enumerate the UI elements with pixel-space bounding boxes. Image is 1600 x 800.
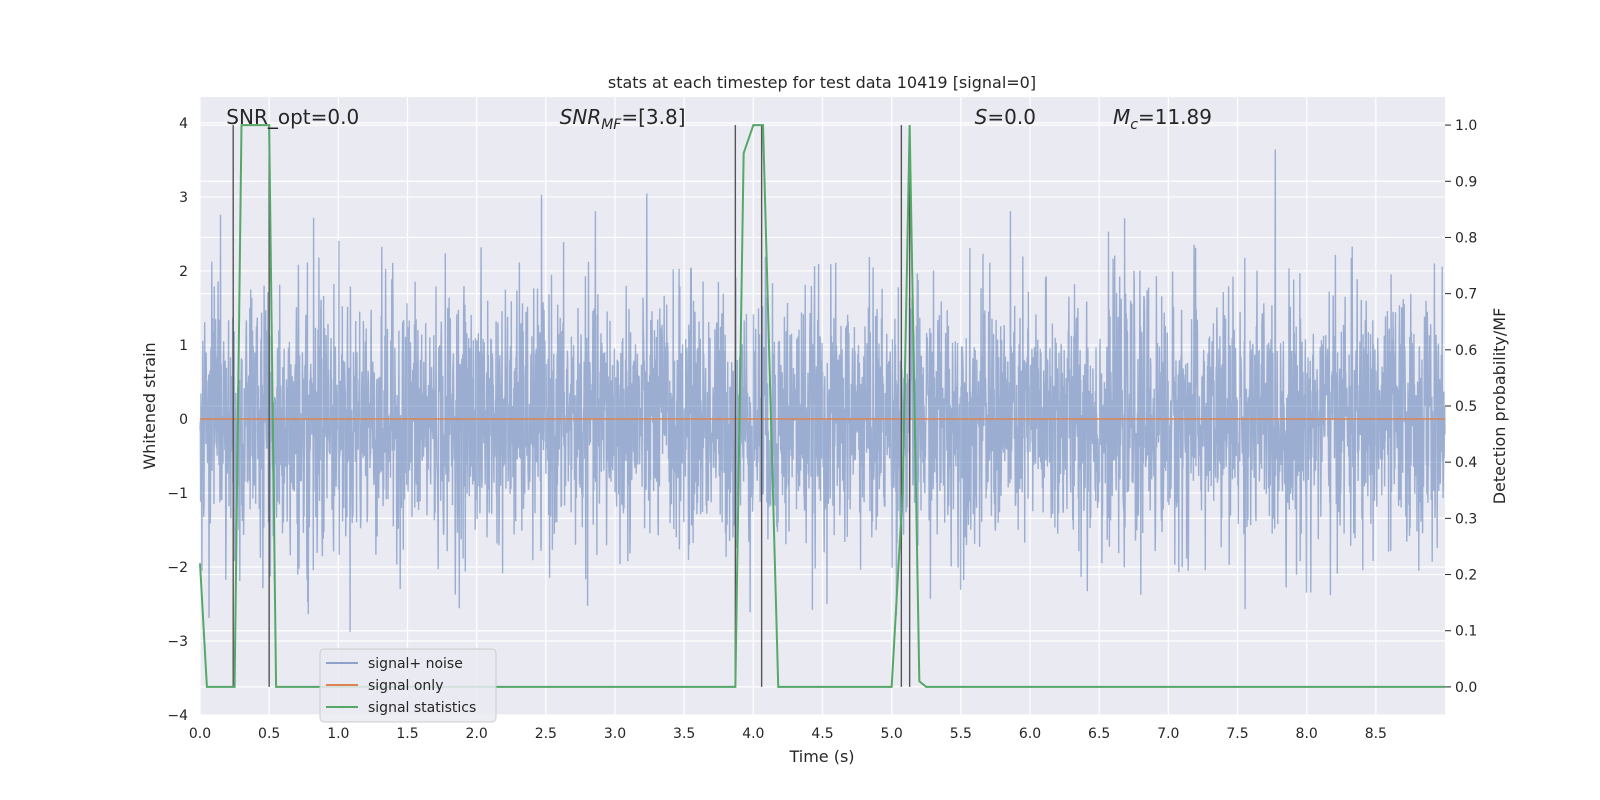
y-tick-label: 0 bbox=[179, 412, 188, 428]
chart-title: stats at each timestep for test data 104… bbox=[608, 73, 1036, 92]
y2-tick-label: 0.3 bbox=[1455, 511, 1477, 527]
y-tick-label: 2 bbox=[179, 264, 188, 280]
y-tick-label: 1 bbox=[179, 338, 188, 354]
y2-tick-label: 1.0 bbox=[1455, 118, 1477, 134]
annotation-subscript: c bbox=[1130, 117, 1138, 133]
x-tick-label: 6.0 bbox=[1019, 726, 1041, 742]
y2-tick-labels: 1.0 0.9 0.8 0.7 0.6 0.5 0.4 0.3 0.2 0.1 0.0 bbox=[1445, 118, 1477, 696]
x-tick-label: 1.5 bbox=[396, 726, 418, 742]
y2-axis-label: Detection probability/MF bbox=[1490, 308, 1509, 505]
y2-tick-label: 0.5 bbox=[1455, 399, 1477, 415]
annotation-main: M bbox=[1113, 105, 1130, 129]
y2-tick-label: 0.1 bbox=[1455, 624, 1477, 640]
y-tick-label: −2 bbox=[167, 560, 188, 576]
x-tick-label: 0.0 bbox=[189, 726, 211, 742]
x-tick-label: 1.0 bbox=[327, 726, 349, 742]
noise-line bbox=[199, 149, 1446, 632]
x-tick-label: 4.5 bbox=[811, 726, 833, 742]
y2-tick-label: 0.6 bbox=[1455, 343, 1477, 359]
annotations: SNR_opt=0.0 SNRMF=[3.8] S=0.0 Mc=11.89 bbox=[226, 105, 1212, 133]
y-tick-labels: 4 3 2 1 0 −1 −2 −3 −4 bbox=[167, 116, 188, 724]
x-tick-label: 7.5 bbox=[1226, 726, 1248, 742]
y-tick-label: 3 bbox=[179, 190, 188, 206]
x-axis-label: Time (s) bbox=[788, 747, 854, 766]
annotation-suffix: =11.89 bbox=[1138, 105, 1212, 129]
x-tick-label: 8.5 bbox=[1365, 726, 1387, 742]
annotation-text: SNRMF=[3.8] bbox=[560, 105, 686, 133]
x-tick-label: 6.5 bbox=[1088, 726, 1110, 742]
x-tick-label: 0.5 bbox=[258, 726, 280, 742]
annotation-suffix: =0.0 bbox=[987, 105, 1036, 129]
y2-tick-label: 0.2 bbox=[1455, 568, 1477, 584]
annotation-suffix: =[3.8] bbox=[621, 105, 685, 129]
x-tick-label: 3.0 bbox=[604, 726, 626, 742]
noise-series bbox=[199, 149, 1446, 632]
legend-label: signal statistics bbox=[368, 700, 476, 716]
x-tick-label: 2.0 bbox=[466, 726, 488, 742]
annotation-main: S bbox=[975, 105, 988, 129]
x-tick-label: 7.0 bbox=[1157, 726, 1179, 742]
annotation-text: S=0.0 bbox=[975, 105, 1036, 129]
x-tick-label: 2.5 bbox=[535, 726, 557, 742]
x-tick-labels: 0.0 0.5 1.0 1.5 2.0 2.5 3.0 3.5 4.0 4.5 5.0 5.5 6.0 6… bbox=[189, 726, 1387, 742]
x-tick-label: 5.5 bbox=[950, 726, 972, 742]
y2-tick-label: 0.0 bbox=[1455, 680, 1477, 696]
annotation-main: SNR bbox=[560, 105, 602, 129]
y-tick-label: −3 bbox=[167, 634, 188, 650]
y-axis-label: Whitened strain bbox=[140, 342, 159, 469]
y-tick-label: −4 bbox=[167, 708, 188, 724]
x-tick-label: 3.5 bbox=[673, 726, 695, 742]
y-tick-label: 4 bbox=[179, 116, 188, 132]
legend-label: signal+ noise bbox=[368, 656, 463, 672]
statistics-series bbox=[199, 124, 1445, 688]
y2-tick-label: 0.7 bbox=[1455, 287, 1477, 303]
x-tick-label: 8.0 bbox=[1296, 726, 1318, 742]
y2-tick-label: 0.9 bbox=[1455, 174, 1477, 190]
annotation-text: Mc=11.89 bbox=[1113, 105, 1212, 133]
x-tick-label: 5.0 bbox=[881, 726, 903, 742]
y-tick-label: −1 bbox=[167, 486, 188, 502]
y2-tick-label: 0.4 bbox=[1455, 455, 1477, 471]
vertical-markers bbox=[232, 125, 911, 687]
legend-box bbox=[319, 648, 497, 723]
legend-label: signal only bbox=[368, 678, 443, 694]
y2-tick-label: 0.8 bbox=[1455, 230, 1477, 246]
annotation-text: SNR_opt=0.0 bbox=[226, 105, 359, 129]
legend: signal+ noise signal only signal statistic… bbox=[319, 648, 497, 723]
signal-statistics-line bbox=[199, 124, 1445, 688]
x-tick-label: 4.0 bbox=[742, 726, 764, 742]
annotation-main: SNR_opt=0.0 bbox=[226, 105, 359, 129]
annotation-subscript: MF bbox=[601, 117, 622, 133]
